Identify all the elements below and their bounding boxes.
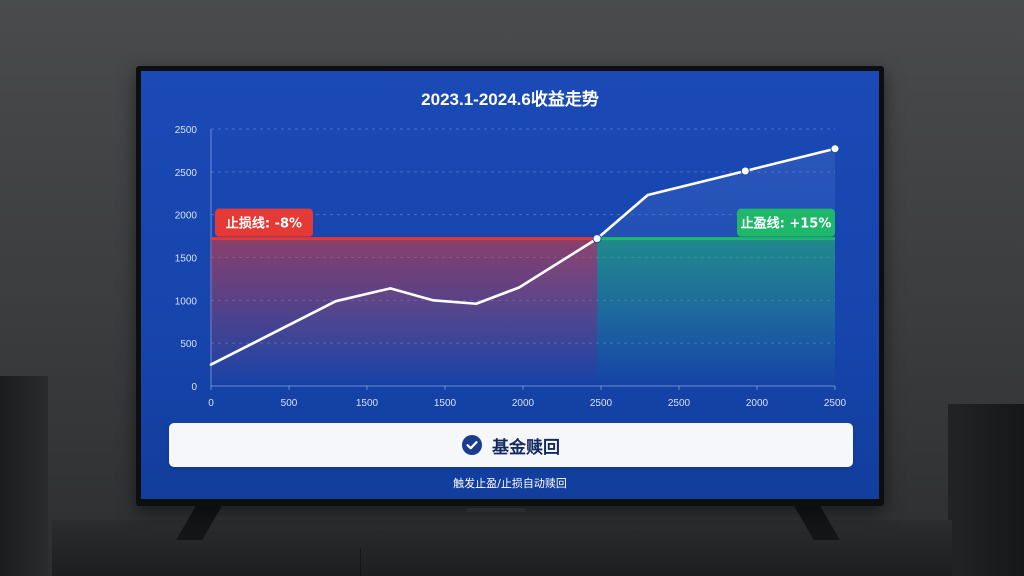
x-tick-label: 1500 — [434, 398, 457, 409]
take-profit-label: 止盈线: +15% — [741, 216, 832, 232]
stop-loss-badge — [215, 208, 313, 237]
y-tick-label: 1000 — [175, 296, 198, 307]
x-tick-label: 1500 — [356, 398, 379, 409]
chart-title: 2023.1-2024.6收益走势 — [421, 90, 599, 109]
series-line — [209, 147, 837, 366]
income-trend-chart: 0 500 1000 1500 2000 2500 2500 0 500 1500 1500 2000… — [175, 125, 847, 409]
y-tick-label: 2500 — [175, 168, 198, 179]
x-tick-label: 0 — [208, 398, 214, 409]
cabinet-divider — [360, 548, 361, 576]
tv-logo — [466, 508, 526, 512]
y-tick-label: 500 — [180, 339, 197, 350]
fund-redeem-button[interactable]: 基金赎回 — [169, 423, 853, 467]
right-speaker — [948, 404, 1024, 576]
auto-redeem-note: 触发止盈/止损自动赎回 — [453, 477, 567, 490]
y-tick-label: 2500 — [175, 125, 198, 136]
series-point — [592, 234, 602, 244]
take-profit-badge — [737, 208, 835, 237]
check-circle-icon — [462, 435, 482, 455]
x-tick-label: 2000 — [746, 398, 769, 409]
x-tick-label: 2000 — [512, 398, 535, 409]
series-point — [740, 166, 750, 176]
y-tick-label: 0 — [191, 382, 197, 393]
take-profit-zone — [597, 238, 835, 386]
stop-loss-label: 止损线: -8% — [226, 216, 302, 232]
x-tick-label: 2500 — [668, 398, 691, 409]
x-tick-label: 2500 — [590, 398, 613, 409]
y-tick-label: 2000 — [175, 211, 198, 222]
y-tick-label: 1500 — [175, 254, 198, 265]
x-tick-label: 500 — [281, 398, 298, 409]
series-point — [830, 144, 840, 154]
stop-loss-zone — [211, 238, 598, 386]
tv-screen: 0 500 1000 1500 2000 2500 2500 0 500 1500 1500 2000… — [141, 71, 879, 499]
x-tick-label: 2500 — [824, 398, 847, 409]
redeem-button-label: 基金赎回 — [492, 437, 560, 458]
left-speaker — [0, 376, 48, 576]
